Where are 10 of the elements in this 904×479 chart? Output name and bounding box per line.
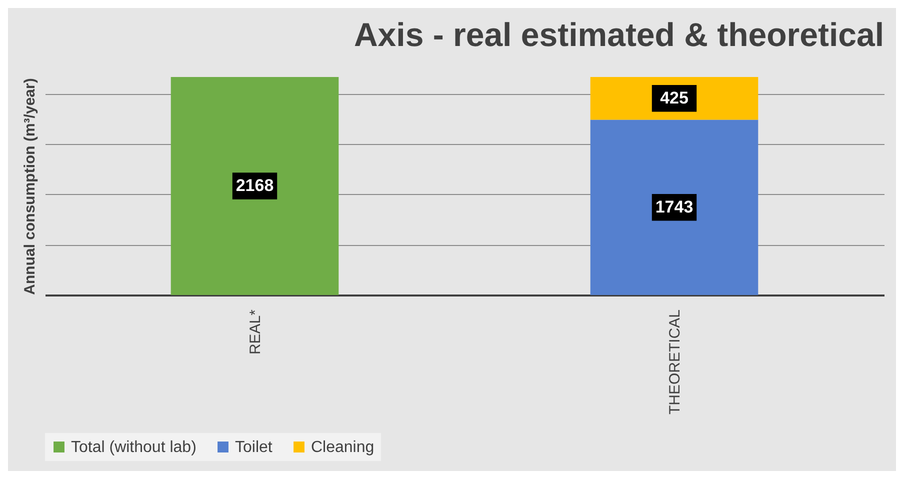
data-label: 2168 bbox=[236, 176, 274, 195]
data-label: 1743 bbox=[655, 197, 694, 216]
legend-label: Toilet bbox=[235, 439, 273, 456]
chart-title: Axis - real estimated & theoretical bbox=[354, 16, 884, 53]
x-tick-label: THEORETICAL bbox=[666, 310, 684, 415]
data-label: 425 bbox=[660, 88, 688, 108]
x-tick-label: REAL* bbox=[246, 309, 264, 355]
legend-label: Cleaning bbox=[311, 439, 374, 456]
legend-label: Total (without lab) bbox=[71, 439, 196, 456]
y-axis-title: Annual consumption (m³/year) bbox=[22, 78, 38, 295]
